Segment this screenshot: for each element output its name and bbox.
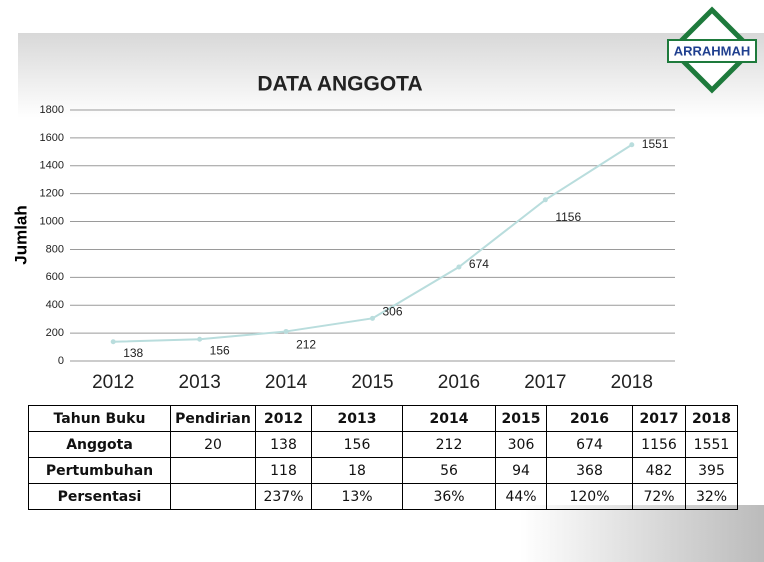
slide: ARRAHMAH DATA ANGGOTA Jumlah 0 200 400 600 8… <box>0 0 764 562</box>
data-label: 138 <box>123 346 143 360</box>
table-cell: 94 <box>496 458 547 484</box>
table-cell: Pendirian <box>171 406 256 432</box>
y-tick-label: 800 <box>46 243 64 255</box>
data-point <box>456 265 461 270</box>
table-cell: 2016 <box>547 406 633 432</box>
table-cell: 118 <box>256 458 312 484</box>
data-label: 674 <box>469 257 489 271</box>
y-tick-label: 1200 <box>40 188 64 200</box>
y-tick-label: 1800 <box>40 104 64 116</box>
y-tick-label: 1600 <box>40 132 64 144</box>
x-tick-label: 2018 <box>611 372 653 393</box>
table-cell: 13% <box>312 484 403 510</box>
data-point <box>629 142 634 147</box>
x-tick-label: 2014 <box>265 372 308 393</box>
y-tick-label: 400 <box>46 299 64 311</box>
table-row: Persentasi 237%13%36%44%120%72%32% <box>29 484 738 510</box>
x-tick-label: 2015 <box>351 372 393 393</box>
table-cell: 2015 <box>496 406 547 432</box>
table-cell: 1156 <box>633 432 686 458</box>
chart-title: DATA ANGGOTA <box>257 73 422 96</box>
data-label: 1156 <box>555 210 581 224</box>
table-cell: 2014 <box>403 406 496 432</box>
table-cell: 1551 <box>686 432 738 458</box>
y-tick-label: 600 <box>46 271 64 283</box>
data-label: 306 <box>383 305 403 319</box>
table-cell: 482 <box>633 458 686 484</box>
logo-text: ARRAHMAH <box>674 43 751 58</box>
x-tick-label: 2016 <box>438 372 480 393</box>
table-cell: 306 <box>496 432 547 458</box>
y-axis-title: Jumlah <box>11 205 30 265</box>
x-tick-label: 2017 <box>524 372 566 393</box>
table-cell: 36% <box>403 484 496 510</box>
row-label: Pertumbuhan <box>29 458 171 484</box>
table-cell: 120% <box>547 484 633 510</box>
row-label: Tahun Buku <box>29 406 171 432</box>
table-cell: 212 <box>403 432 496 458</box>
table-cell: 2017 <box>633 406 686 432</box>
y-tick-label: 0 <box>58 355 64 367</box>
table-cell: 138 <box>256 432 312 458</box>
table-cell: 2018 <box>686 406 738 432</box>
table-cell: 2012 <box>256 406 312 432</box>
data-point <box>111 339 116 344</box>
table-cell: 20 <box>171 432 256 458</box>
data-point <box>284 329 289 334</box>
table-cell: 18 <box>312 458 403 484</box>
y-tick-label: 200 <box>46 327 64 339</box>
decor-people <box>520 505 764 562</box>
data-label: 1551 <box>642 137 669 151</box>
data-line <box>113 145 632 342</box>
data-point <box>197 337 202 342</box>
y-tick-label: 1000 <box>40 215 64 227</box>
table-cell: 44% <box>496 484 547 510</box>
table-cell: 56 <box>403 458 496 484</box>
row-label: Persentasi <box>29 484 171 510</box>
table-cell: 674 <box>547 432 633 458</box>
data-label: 212 <box>296 338 316 352</box>
table-cell: 2013 <box>312 406 403 432</box>
data-point <box>543 197 548 202</box>
table-cell: 395 <box>686 458 738 484</box>
table-cell: 32% <box>686 484 738 510</box>
x-tick-label: 2013 <box>179 372 221 393</box>
table-cell: 368 <box>547 458 633 484</box>
table-cell: 72% <box>633 484 686 510</box>
table-cell: 156 <box>312 432 403 458</box>
data-label: 156 <box>210 343 230 357</box>
x-tick-label: 2012 <box>92 372 134 393</box>
row-label: Anggota <box>29 432 171 458</box>
y-tick-label: 1400 <box>40 160 64 172</box>
table-cell: 237% <box>256 484 312 510</box>
table-cell <box>171 458 256 484</box>
table-cell <box>171 484 256 510</box>
data-point <box>370 316 375 321</box>
